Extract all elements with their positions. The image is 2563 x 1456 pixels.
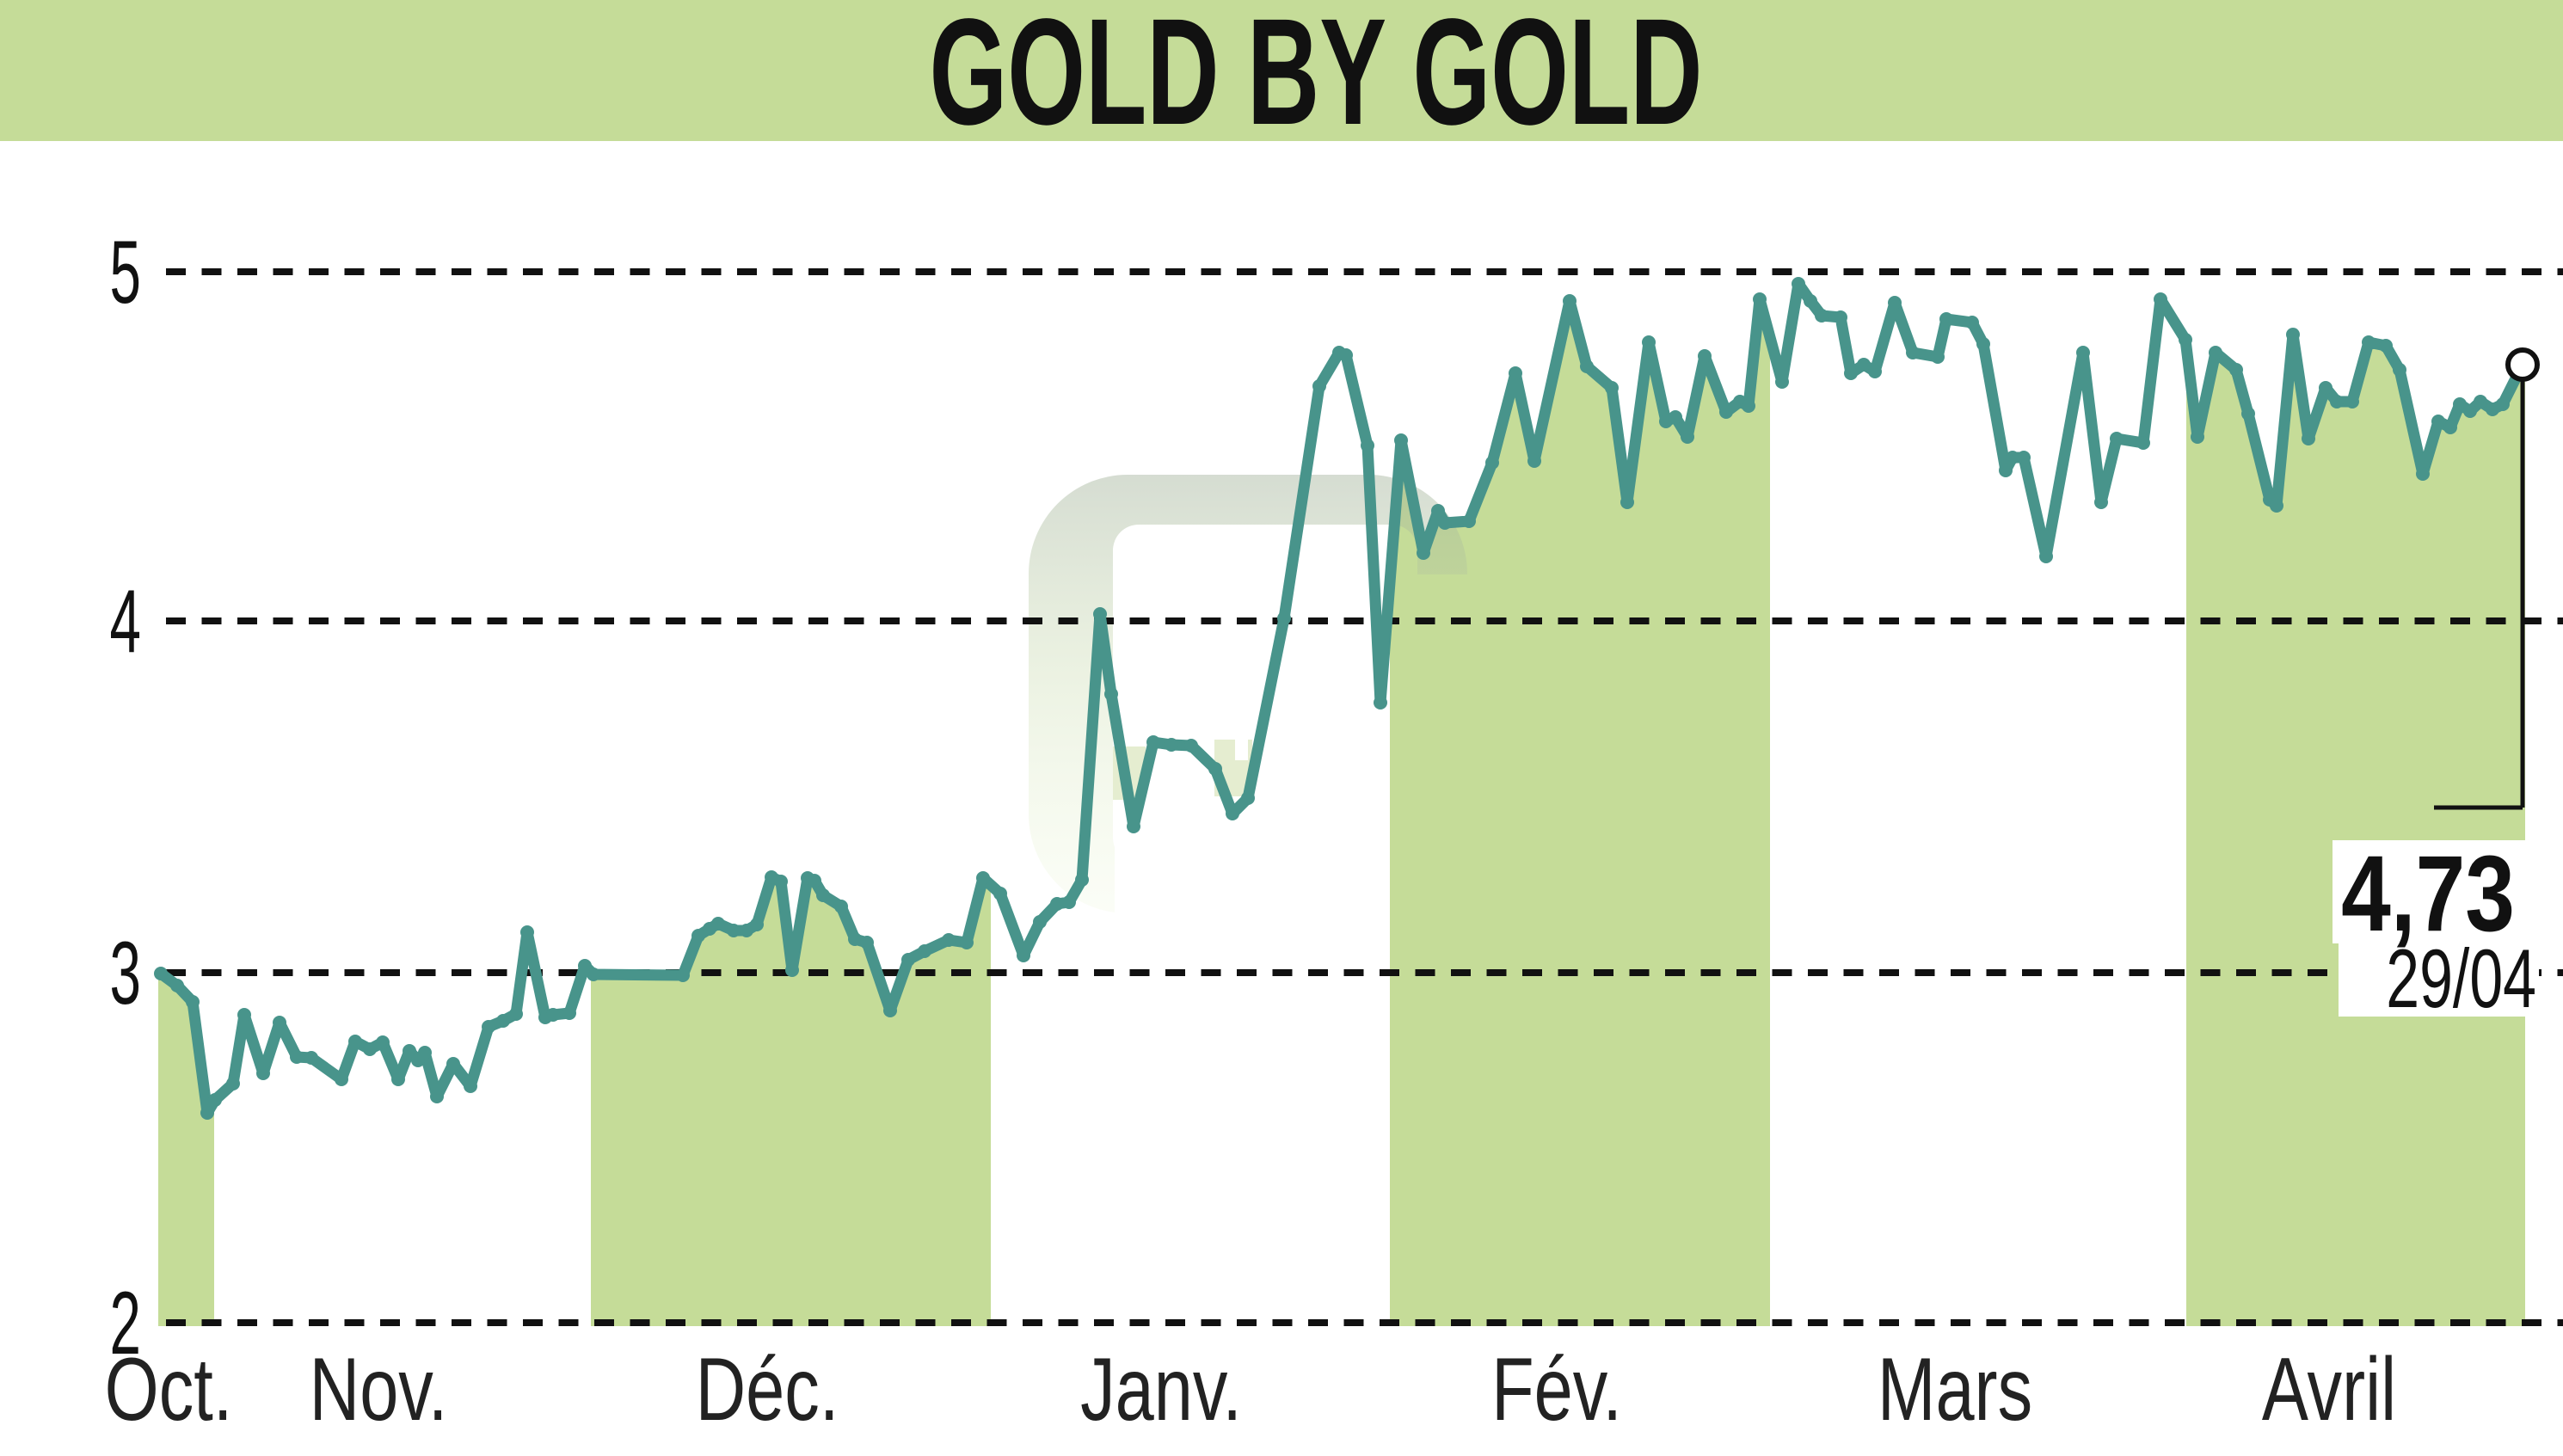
svg-text:29/04: 29/04 — [2386, 931, 2536, 1025]
svg-text:Fév.: Fév. — [1491, 1339, 1622, 1439]
svg-text:4: 4 — [110, 572, 141, 672]
svg-text:Janv.: Janv. — [1080, 1339, 1242, 1439]
svg-text:Mars: Mars — [1878, 1339, 2032, 1439]
svg-text:Oct.: Oct. — [105, 1339, 233, 1439]
svg-text:Nov.: Nov. — [310, 1339, 448, 1439]
svg-text:5: 5 — [110, 223, 141, 323]
svg-text:Déc.: Déc. — [696, 1339, 839, 1439]
svg-text:Avril: Avril — [2262, 1339, 2396, 1439]
svg-text:2: 2 — [110, 1274, 141, 1373]
svg-text:4,73: 4,73 — [2341, 834, 2515, 954]
svg-text:3: 3 — [110, 924, 141, 1023]
